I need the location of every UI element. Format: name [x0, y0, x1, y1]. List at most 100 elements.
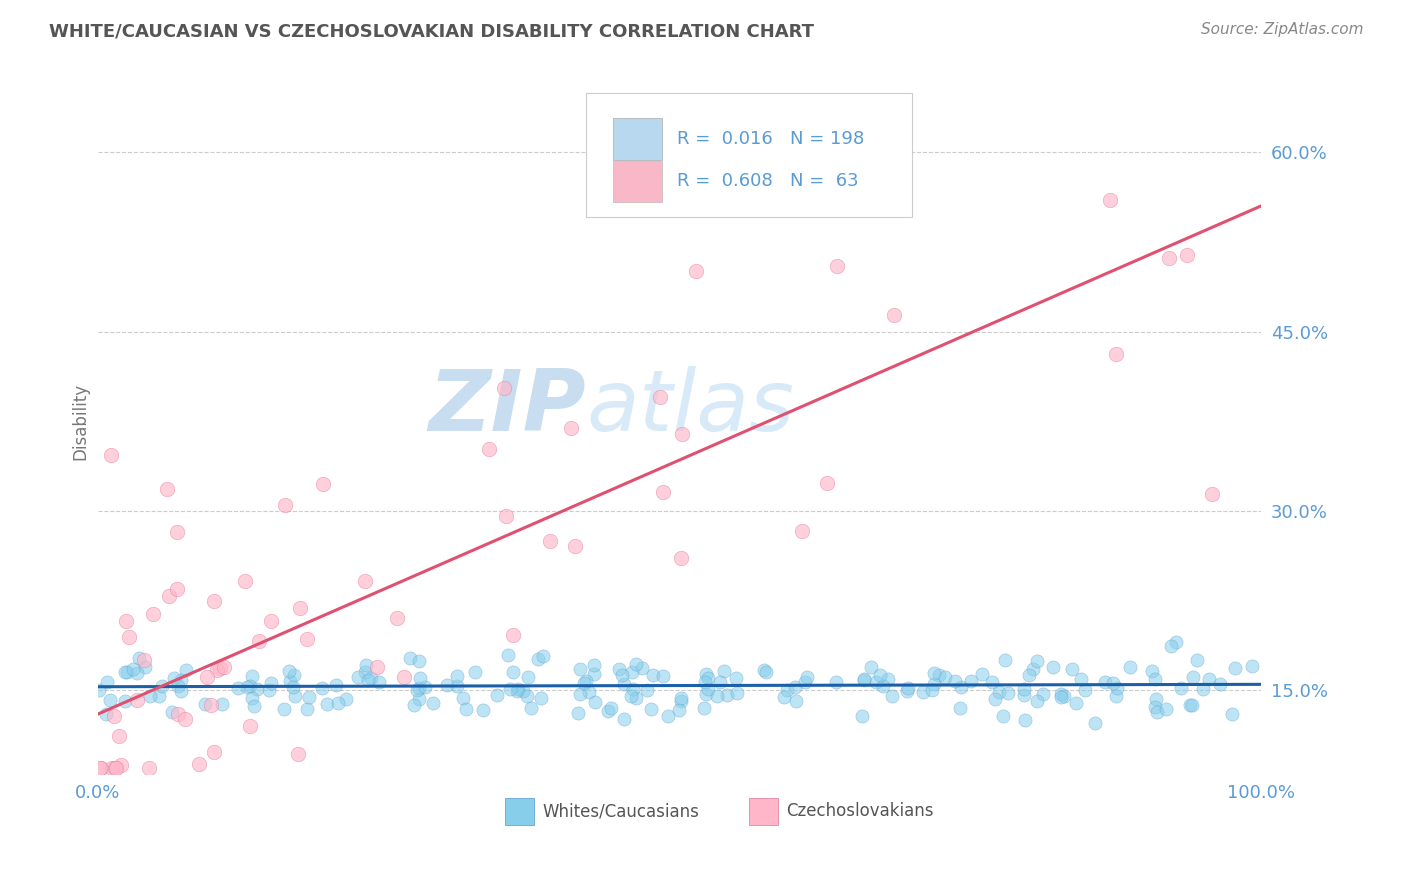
Point — [1159, 251, 1181, 265]
Point — [288, 600, 311, 615]
Point — [409, 671, 432, 685]
Point — [583, 658, 606, 673]
Point — [506, 683, 529, 698]
Point — [499, 681, 522, 696]
Point — [928, 668, 950, 682]
Text: Source: ZipAtlas.com: Source: ZipAtlas.com — [1201, 22, 1364, 37]
Point — [567, 706, 589, 720]
Point — [89, 682, 111, 697]
Point — [408, 692, 430, 706]
Point — [1032, 687, 1054, 701]
Point — [713, 665, 735, 679]
Point — [297, 690, 319, 705]
Point — [226, 681, 249, 695]
Point — [295, 632, 318, 646]
Point — [194, 698, 217, 712]
Point — [988, 685, 1011, 699]
Point — [520, 701, 543, 715]
Point — [600, 700, 623, 714]
Point — [208, 660, 231, 674]
Point — [696, 671, 718, 685]
Point — [934, 670, 956, 684]
Point — [1101, 676, 1123, 690]
Point — [560, 421, 582, 435]
Point — [596, 704, 619, 718]
Point — [155, 483, 177, 497]
Point — [538, 533, 561, 548]
Point — [1012, 688, 1035, 702]
Point — [1014, 713, 1036, 727]
Point — [671, 426, 693, 441]
Point — [984, 691, 1007, 706]
Point — [776, 682, 799, 697]
Text: ZIP: ZIP — [429, 366, 586, 449]
Point — [508, 682, 530, 697]
Point — [724, 671, 747, 685]
Point — [755, 665, 778, 680]
Point — [790, 524, 813, 538]
Point — [195, 670, 218, 684]
Point — [354, 658, 377, 673]
Point — [246, 681, 269, 696]
Point — [1220, 707, 1243, 722]
Point — [115, 665, 138, 679]
Point — [922, 665, 945, 680]
Point — [486, 688, 509, 702]
Point — [1021, 662, 1043, 676]
Point — [1198, 672, 1220, 686]
Point — [1241, 658, 1264, 673]
Point — [578, 685, 600, 699]
Point — [657, 708, 679, 723]
Point — [311, 681, 333, 696]
Point — [1094, 675, 1116, 690]
Point — [114, 614, 136, 628]
Point — [716, 688, 738, 702]
Point — [897, 681, 920, 695]
Point — [169, 683, 191, 698]
Point — [991, 709, 1014, 723]
Point — [1178, 698, 1201, 712]
Point — [142, 607, 165, 621]
Point — [402, 698, 425, 712]
Point — [512, 683, 534, 698]
Point — [626, 657, 648, 671]
Point — [613, 712, 636, 726]
Point — [785, 680, 807, 694]
Point — [211, 698, 233, 712]
Point — [612, 677, 634, 691]
Point — [620, 665, 643, 680]
Point — [1164, 635, 1187, 649]
Point — [357, 673, 380, 688]
Point — [872, 680, 894, 694]
Point — [98, 693, 121, 707]
Point — [1182, 670, 1205, 684]
Point — [105, 761, 128, 775]
Point — [695, 687, 717, 701]
Point — [138, 689, 160, 703]
Point — [896, 684, 918, 698]
Point — [630, 661, 652, 675]
Point — [502, 628, 524, 642]
Point — [648, 390, 671, 404]
Point — [422, 697, 444, 711]
Point — [1070, 672, 1092, 686]
Point — [122, 662, 145, 676]
Point — [283, 680, 305, 694]
Point — [636, 683, 658, 698]
Point — [150, 679, 173, 693]
Point — [495, 508, 517, 523]
Point — [200, 698, 222, 713]
Point — [1185, 652, 1208, 666]
Point — [436, 678, 458, 692]
Point — [235, 680, 257, 694]
Point — [347, 670, 370, 684]
Point — [502, 665, 524, 679]
Point — [652, 485, 675, 500]
Point — [1053, 690, 1076, 704]
Point — [176, 663, 198, 677]
Point — [297, 702, 319, 716]
Point — [1018, 668, 1040, 682]
Point — [247, 634, 270, 648]
Point — [170, 673, 193, 688]
Point — [446, 669, 468, 683]
